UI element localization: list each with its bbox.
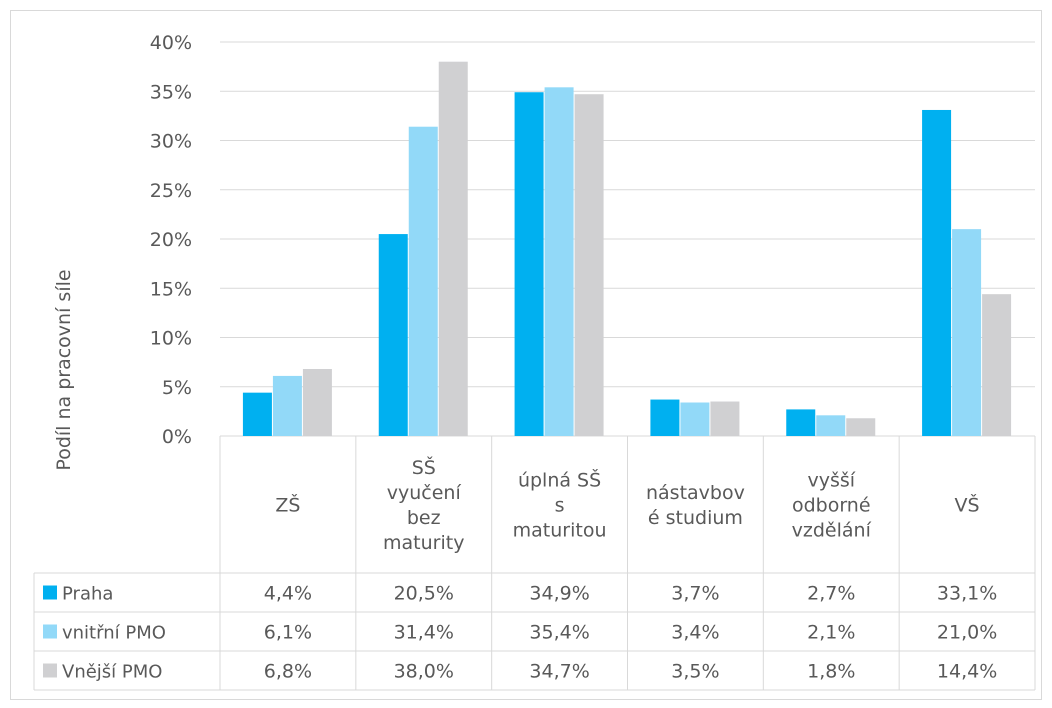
bar bbox=[302, 369, 332, 436]
data-table: ZŠ SŠ vyučení bez maturity úplná SŠ s maturitou… bbox=[33, 436, 1036, 691]
table-cell: 6,1% bbox=[264, 622, 312, 644]
bar bbox=[544, 87, 574, 436]
category-label: s bbox=[555, 495, 565, 517]
table-cell: 34,9% bbox=[529, 583, 589, 605]
bars bbox=[242, 61, 1012, 437]
bar bbox=[710, 401, 740, 436]
bar bbox=[982, 294, 1012, 436]
table-cell: 31,4% bbox=[394, 622, 454, 644]
bar bbox=[272, 375, 302, 436]
bar bbox=[786, 409, 816, 436]
category-label: ZŠ bbox=[275, 493, 300, 517]
category-label: bez bbox=[407, 507, 441, 529]
table-cell: 2,7% bbox=[807, 583, 855, 605]
table-cell: 34,7% bbox=[529, 661, 589, 683]
category-label: maturitou bbox=[513, 520, 607, 542]
gridlines bbox=[220, 41, 1035, 437]
chart-frame bbox=[10, 10, 1042, 700]
bar bbox=[922, 109, 952, 436]
category-label: vyšší bbox=[807, 470, 855, 492]
category-label: vzdělání bbox=[792, 520, 872, 542]
bar bbox=[242, 392, 272, 436]
series-name: vnitřní PMO bbox=[62, 623, 166, 644]
table-cell: 20,5% bbox=[394, 583, 454, 605]
table-cell: 3,7% bbox=[671, 583, 719, 605]
legend-swatch bbox=[43, 624, 57, 639]
category-label: SŠ bbox=[412, 455, 436, 479]
bar bbox=[816, 415, 846, 436]
category-label: é studium bbox=[648, 507, 743, 529]
category-label: odborné bbox=[792, 495, 871, 517]
table-cell: 4,4% bbox=[264, 583, 312, 605]
y-tick-labels: 0% 5% 10% 15% 20% 25% 30% 35% 40% bbox=[150, 32, 192, 448]
category-label: vyučení bbox=[387, 482, 462, 504]
bar bbox=[650, 399, 680, 436]
category-label: maturity bbox=[383, 532, 464, 554]
bar bbox=[438, 61, 468, 436]
legend-swatch bbox=[43, 663, 57, 678]
category-label: nástavbov bbox=[646, 482, 745, 504]
y-tick-label: 25% bbox=[150, 180, 192, 202]
y-tick-label: 0% bbox=[162, 426, 192, 448]
y-tick-label: 30% bbox=[150, 131, 192, 153]
bar bbox=[952, 229, 982, 436]
bar bbox=[514, 92, 544, 437]
table-cell: 33,1% bbox=[937, 583, 997, 605]
table-cell: 3,5% bbox=[671, 661, 719, 683]
bar bbox=[680, 402, 710, 436]
bar bbox=[408, 126, 438, 437]
bar bbox=[574, 94, 604, 436]
table-cell: 21,0% bbox=[937, 622, 997, 644]
y-tick-label: 40% bbox=[150, 32, 192, 54]
table-cell: 14,4% bbox=[937, 661, 997, 683]
bar bbox=[846, 418, 876, 436]
table-cell: 2,1% bbox=[807, 622, 855, 644]
series-name: Vnější PMO bbox=[62, 662, 162, 683]
y-tick-label: 5% bbox=[162, 377, 192, 399]
series-name: Praha bbox=[62, 584, 113, 605]
y-tick-label: 10% bbox=[150, 328, 192, 350]
legend-swatch bbox=[43, 585, 57, 600]
bar bbox=[378, 234, 408, 436]
category-label: úplná SŠ bbox=[518, 468, 601, 492]
y-tick-label: 15% bbox=[150, 278, 192, 300]
category-label: VŠ bbox=[955, 493, 980, 517]
table-cell: 6,8% bbox=[264, 661, 312, 683]
y-axis-label: Podíl na pracovní síle bbox=[53, 269, 75, 470]
table-cell: 3,4% bbox=[671, 622, 719, 644]
y-tick-label: 35% bbox=[150, 81, 192, 103]
table-cell: 1,8% bbox=[807, 661, 855, 683]
y-tick-label: 20% bbox=[150, 229, 192, 251]
table-cell: 38,0% bbox=[394, 661, 454, 683]
table-cell: 35,4% bbox=[529, 622, 589, 644]
